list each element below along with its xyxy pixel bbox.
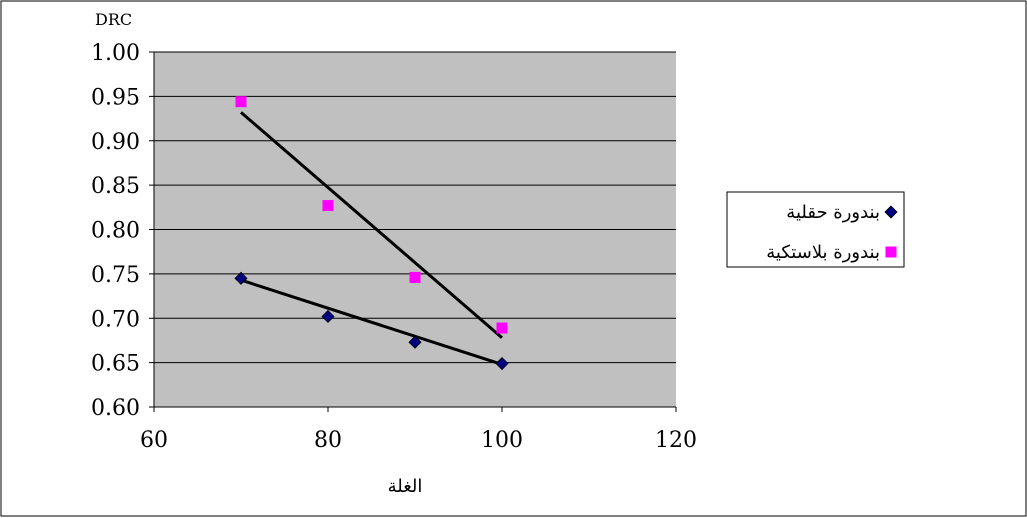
data-point-s1-1	[322, 200, 334, 212]
data-point-s0-3	[495, 356, 509, 371]
axes	[149, 51, 677, 412]
trendline-series-1	[240, 111, 503, 339]
y-tick-label-5: 0.85	[91, 174, 140, 199]
y-tick-labels: 0.60 0.65 0.70 0.75 0.80 0.85 0.90 0.95 1.00	[91, 41, 140, 421]
gridlines	[154, 51, 676, 408]
x-tick-labels: 60 80 100 120	[140, 428, 697, 453]
x-tick-label-3: 120	[655, 428, 697, 453]
data-point-s0-1	[321, 309, 335, 324]
legend-box	[726, 191, 905, 268]
data-point-s0-0	[234, 271, 248, 285]
y-tick-label-0: 0.60	[91, 396, 140, 421]
y-tick-label-2: 0.70	[91, 307, 140, 332]
trendlines	[240, 111, 503, 366]
legend: بندورة حقلية بندورة بلاستكية	[726, 191, 905, 268]
y-tick-label-8: 1.00	[91, 41, 140, 66]
data-point-s1-2	[409, 271, 421, 283]
y-tick-label-1: 0.65	[91, 352, 140, 377]
data-point-s1-3	[496, 322, 508, 334]
x-tick-label-2: 100	[481, 428, 523, 453]
legend-label-0: بندورة حقلية	[786, 202, 880, 223]
data-markers	[234, 96, 509, 371]
y-tick-label-7: 0.95	[91, 85, 140, 110]
legend-marker-0	[884, 205, 898, 219]
legend-label-1: بندورة بلاستكية	[766, 242, 880, 263]
x-tick-label-1: 80	[314, 428, 342, 453]
y-tick-label-4: 0.80	[91, 219, 140, 244]
x-tick-label-0: 60	[140, 428, 168, 453]
data-point-s0-2	[408, 335, 422, 349]
legend-marker-1	[885, 246, 897, 258]
y-axis-label: DRC	[95, 10, 132, 29]
x-axis-label: الغلة	[388, 476, 423, 497]
trendline-series-0	[240, 278, 503, 366]
data-point-s1-0	[235, 96, 247, 108]
y-tick-label-3: 0.75	[91, 263, 140, 288]
y-tick-label-6: 0.90	[91, 130, 140, 155]
